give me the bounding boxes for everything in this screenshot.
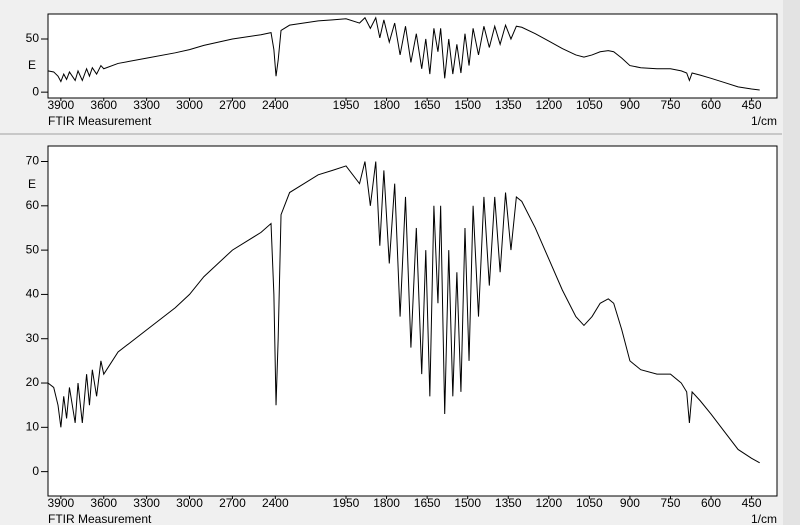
spectrum-line	[47, 16, 760, 91]
y-tick-label: 30	[26, 331, 40, 345]
y-tick-label: 0	[32, 464, 39, 478]
x-tick-label: 3000	[176, 496, 203, 510]
x-tick-label: 3600	[90, 98, 117, 112]
x-tick-label: 1350	[495, 496, 522, 510]
x-tick-label: 1650	[414, 98, 441, 112]
y-tick-label: 70	[26, 154, 40, 168]
y-tick-label: 20	[26, 375, 40, 389]
x-tick-label: 1500	[454, 98, 481, 112]
x-tick-label: 3900	[48, 98, 75, 112]
x-tick-label: 2400	[262, 496, 289, 510]
y-tick-label: 40	[26, 287, 40, 301]
x-axis-label: FTIR Measurement	[48, 512, 152, 525]
x-tick-label: 1800	[373, 496, 400, 510]
x-tick-label: 3600	[90, 496, 117, 510]
y-tick-label: 60	[26, 198, 40, 212]
y-tick-label: 50	[26, 242, 40, 256]
y-tick-label: 0	[32, 84, 39, 98]
x-tick-label: 1050	[576, 98, 603, 112]
x-tick-label: 1950	[333, 496, 360, 510]
y-tick-label: 10	[26, 420, 40, 434]
y-axis-label: E	[28, 177, 36, 191]
x-tick-label: 600	[701, 496, 721, 510]
x-unit: 1/cm	[751, 512, 777, 525]
x-tick-label: 3000	[176, 98, 203, 112]
side-bar	[783, 0, 800, 525]
x-tick-label: 3300	[133, 98, 160, 112]
x-tick-label: 600	[701, 98, 721, 112]
x-tick-label: 900	[620, 496, 640, 510]
y-tick-label: 50	[26, 31, 40, 45]
spectrum-line	[47, 161, 760, 464]
x-tick-label: 2700	[219, 98, 246, 112]
x-tick-label: 3900	[48, 496, 75, 510]
x-tick-label: 1200	[535, 98, 562, 112]
x-tick-label: 1500	[454, 496, 481, 510]
x-tick-label: 1800	[373, 98, 400, 112]
x-tick-label: 1050	[576, 496, 603, 510]
x-tick-label: 2700	[219, 496, 246, 510]
x-tick-label: 750	[660, 496, 680, 510]
y-axis-label: E	[28, 58, 36, 72]
x-tick-label: 750	[660, 98, 680, 112]
x-tick-label: 1950	[333, 98, 360, 112]
x-tick-label: 1650	[414, 496, 441, 510]
x-tick-label: 450	[742, 496, 762, 510]
x-tick-label: 2400	[262, 98, 289, 112]
x-tick-label: 1350	[495, 98, 522, 112]
x-tick-label: 3300	[133, 496, 160, 510]
x-axis-label: FTIR Measurement	[48, 114, 152, 128]
x-tick-label: 900	[620, 98, 640, 112]
x-unit: 1/cm	[751, 114, 777, 128]
x-tick-label: 450	[742, 98, 762, 112]
x-tick-label: 1200	[535, 496, 562, 510]
